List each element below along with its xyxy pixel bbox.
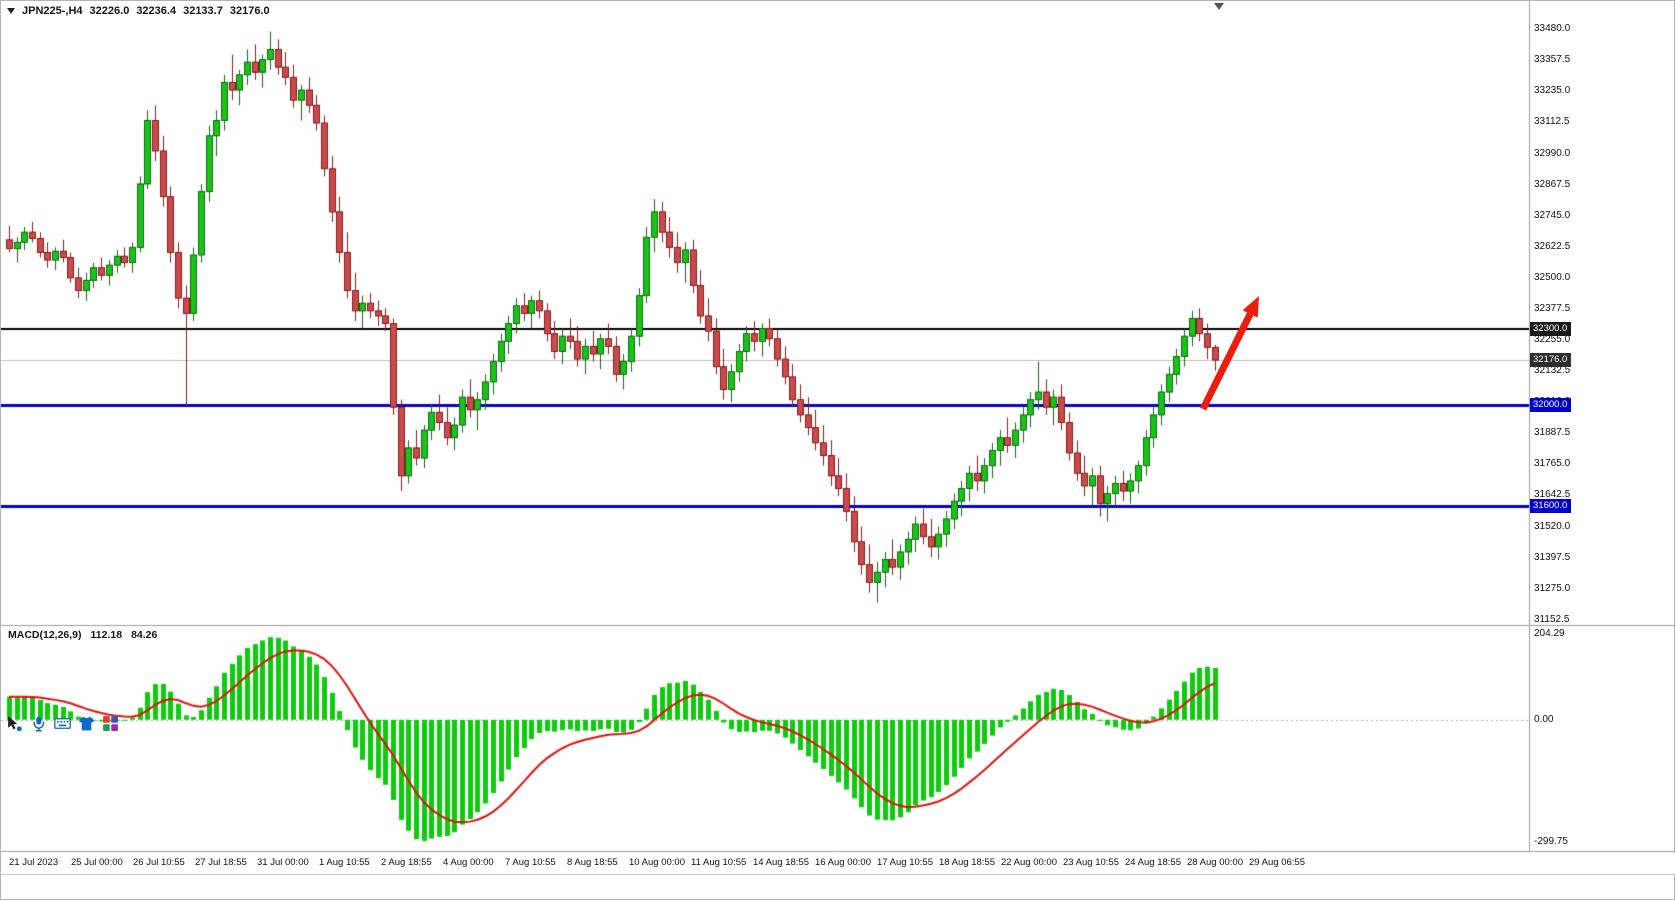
price-tick: 33357.5	[1534, 54, 1571, 66]
time-label: 1 Aug 10:55	[319, 857, 370, 868]
tshirt-icon[interactable]	[78, 715, 95, 732]
price-axis[interactable]: 33480.0 33357.5 33235.0 33112.5 32990.0 32867…	[1529, 1, 1675, 853]
price-tick: 31765.0	[1534, 458, 1571, 470]
price-tick: 31397.5	[1534, 551, 1571, 563]
price-tick: 32500.0	[1534, 271, 1571, 283]
time-label: 28 Aug 00:00	[1187, 857, 1243, 868]
resistance-line-label: 32300.0	[1530, 321, 1572, 336]
apps-grid-icon[interactable]	[102, 715, 119, 732]
time-label: 16 Aug 00:00	[815, 857, 871, 868]
price-tick: 31275.0	[1534, 582, 1571, 594]
price-tick: 33480.0	[1534, 23, 1571, 35]
macd-axis-zero: 0.00	[1534, 713, 1554, 725]
price-tick: 32255.0	[1534, 334, 1571, 346]
time-label: 22 Aug 00:00	[1001, 857, 1057, 868]
price-tick: 33112.5	[1534, 116, 1570, 128]
macd-axis-min: -299.75	[1534, 836, 1568, 847]
quote-low: 32133.7	[183, 5, 223, 17]
price-chart-canvas[interactable]	[1, 1, 1675, 853]
microphone-icon[interactable]	[30, 715, 47, 732]
price-tick: 31152.5	[1534, 613, 1570, 625]
keyboard-icon[interactable]	[54, 715, 71, 732]
time-label: 11 Aug 10:55	[691, 857, 747, 868]
price-tick: 32745.0	[1534, 209, 1571, 221]
time-label: 29 Aug 06:55	[1249, 857, 1305, 868]
time-label: 10 Aug 00:00	[629, 857, 685, 868]
macd-signal-value: 84.26	[131, 629, 158, 641]
support-line-label: 32000.0	[1530, 397, 1572, 412]
time-label: 4 Aug 00:00	[443, 857, 494, 868]
pen-cursor-icon[interactable]	[6, 715, 23, 732]
ohlc-toggle-icon[interactable]	[7, 8, 15, 14]
time-label: 14 Aug 18:55	[753, 857, 809, 868]
price-tick: 31642.5	[1534, 489, 1571, 501]
time-label: 21 Jul 2023	[9, 857, 59, 868]
time-label: 24 Aug 18:55	[1125, 857, 1181, 868]
time-axis[interactable]: 21 Jul 2023 25 Jul 00:00 26 Jul 10:55 27 Ju…	[1, 853, 1675, 875]
price-tick: 33235.0	[1534, 85, 1571, 97]
time-label: 27 Jul 18:55	[195, 857, 247, 868]
price-tick: 31520.0	[1534, 520, 1571, 532]
time-label: 17 Aug 10:55	[877, 857, 933, 868]
price-tick: 32132.5	[1534, 365, 1571, 377]
time-label: 25 Jul 00:00	[71, 857, 123, 868]
price-tick: 32377.5	[1534, 302, 1571, 314]
macd-indicator-label: MACD(12,26,9) 112.18 84.26	[8, 629, 157, 641]
price-tick: 32990.0	[1534, 147, 1571, 159]
time-label: 2 Aug 18:55	[381, 857, 432, 868]
time-label: 26 Jul 10:55	[133, 857, 185, 868]
time-label: 7 Aug 10:55	[505, 857, 556, 868]
chart-title-bar: JPN225-,H4 32226.0 32236.4 32133.7 32176…	[7, 5, 270, 17]
quote-high: 32236.4	[136, 5, 177, 17]
time-label: 31 Jul 00:00	[257, 857, 309, 868]
quote-close: 32176.0	[229, 5, 270, 17]
price-tick: 31887.5	[1534, 427, 1571, 439]
macd-name: MACD(12,26,9)	[8, 629, 82, 641]
quote-open: 32226.0	[89, 5, 130, 17]
quick-icons-tray	[6, 715, 119, 732]
time-label: 23 Aug 10:55	[1063, 857, 1119, 868]
macd-axis-max: 204.29	[1534, 628, 1565, 639]
chart-shift-marker[interactable]	[1214, 3, 1224, 10]
price-tick: 32867.5	[1534, 178, 1571, 190]
time-label: 8 Aug 18:55	[567, 857, 618, 868]
price-tick: 32622.5	[1534, 240, 1571, 252]
support-line-label: 31600.0	[1530, 499, 1572, 514]
current-price-label: 32176.0	[1530, 353, 1572, 368]
time-label: 18 Aug 18:55	[939, 857, 995, 868]
symbol-period-label: JPN225-,H4	[22, 5, 83, 17]
macd-value: 112.18	[90, 629, 123, 641]
